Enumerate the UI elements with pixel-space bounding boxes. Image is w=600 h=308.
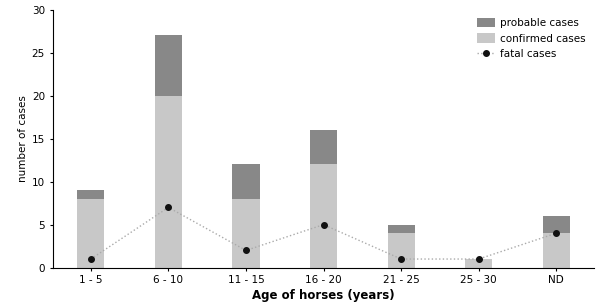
Bar [232, 164, 260, 199]
Bar [77, 199, 104, 268]
Bar [232, 199, 260, 268]
Legend: probable cases, confirmed cases, fatal cases: probable cases, confirmed cases, fatal c… [473, 15, 589, 62]
X-axis label: Age of horses (years): Age of horses (years) [252, 290, 395, 302]
Bar [310, 130, 337, 164]
Bar [465, 259, 492, 268]
Bar [542, 233, 570, 268]
Bar [155, 35, 182, 95]
Bar [542, 216, 570, 233]
Bar [310, 164, 337, 268]
Bar [77, 190, 104, 199]
Bar [388, 225, 415, 233]
Bar [155, 95, 182, 268]
Y-axis label: number of cases: number of cases [17, 95, 28, 182]
Bar [388, 233, 415, 268]
